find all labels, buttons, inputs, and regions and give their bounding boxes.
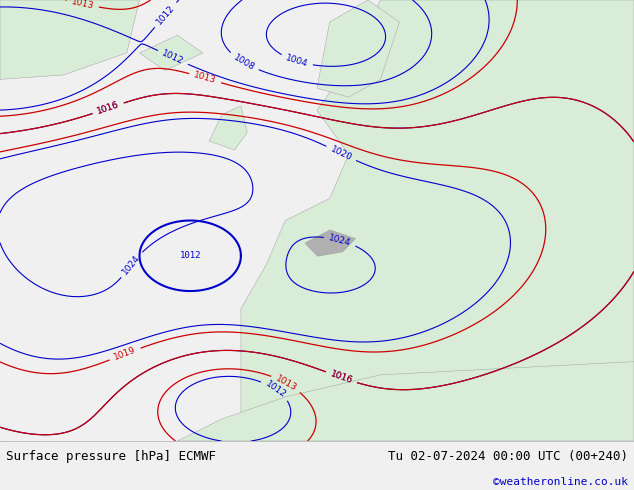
Text: 1016: 1016 <box>329 369 354 386</box>
Text: 1004: 1004 <box>285 53 309 69</box>
Text: 1016: 1016 <box>96 100 120 116</box>
Text: 1012: 1012 <box>179 251 201 260</box>
Text: 1013: 1013 <box>193 71 217 86</box>
Text: 1016: 1016 <box>96 100 120 116</box>
Text: Surface pressure [hPa] ECMWF: Surface pressure [hPa] ECMWF <box>6 450 216 463</box>
Text: 1013: 1013 <box>274 374 299 393</box>
Text: 1012: 1012 <box>155 3 176 26</box>
Text: Tu 02-07-2024 00:00 UTC (00+240): Tu 02-07-2024 00:00 UTC (00+240) <box>387 450 628 463</box>
Text: 1013: 1013 <box>70 0 95 10</box>
Text: 1012: 1012 <box>160 49 185 66</box>
Text: 1020: 1020 <box>329 145 353 162</box>
Text: 1024: 1024 <box>328 233 352 248</box>
Text: 1016: 1016 <box>329 369 354 386</box>
Text: 1012: 1012 <box>264 379 288 399</box>
Text: 1019: 1019 <box>113 345 138 362</box>
Text: 1024: 1024 <box>121 253 142 276</box>
Text: 1008: 1008 <box>231 53 256 72</box>
Text: ©weatheronline.co.uk: ©weatheronline.co.uk <box>493 477 628 487</box>
